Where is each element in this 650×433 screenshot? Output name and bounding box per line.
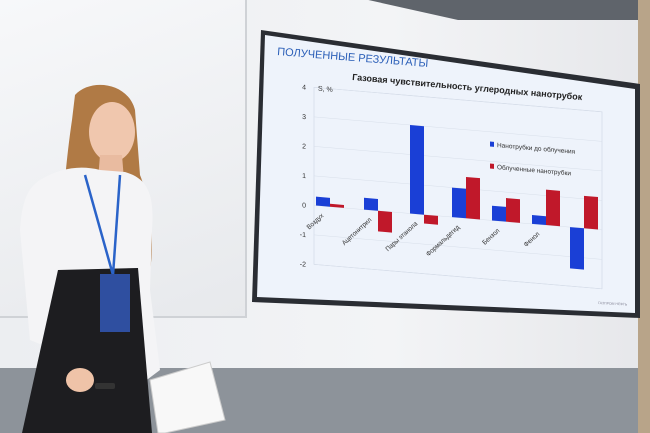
bar-irradiated [506,198,520,223]
y-tick-label: -1 [300,232,306,240]
bar-before [452,187,466,219]
y-tick-label: -2 [300,261,306,269]
bar-before [410,125,424,215]
bar-irradiated [466,176,480,220]
bar-irradiated [378,210,392,233]
bar-before [364,197,378,211]
presenter [20,84,226,433]
y-tick-label: 3 [302,114,306,121]
gridline [314,87,602,113]
ceiling-beam [368,0,650,20]
bar-before [492,205,506,222]
legend-swatch [490,163,494,169]
bar-irradiated [330,203,344,208]
hand [66,368,94,392]
legend-swatch [490,141,494,147]
name-badge [100,274,130,332]
slide-footer: ГАЗПРОМ НЕФТЬ [598,301,628,307]
y-tick-label: 1 [302,173,306,180]
bar-irradiated [424,214,438,225]
bar-irradiated [584,195,598,230]
gridline [314,116,602,142]
gridline [314,234,602,260]
clicker [95,383,115,389]
y-tick-label: 0 [302,202,306,209]
paper-sheet [149,361,226,433]
face [89,102,135,162]
wooden-post [638,0,650,433]
bar-before [316,196,330,207]
bar-before [570,227,584,270]
tv-screen [257,35,635,313]
bar-irradiated [546,189,560,227]
bar-before [532,215,546,226]
y-tick-label: 2 [302,143,306,150]
gridline [314,264,602,290]
y-axis-label: S, % [318,86,333,94]
y-tick-label: 4 [302,84,306,91]
gridline [314,146,602,172]
